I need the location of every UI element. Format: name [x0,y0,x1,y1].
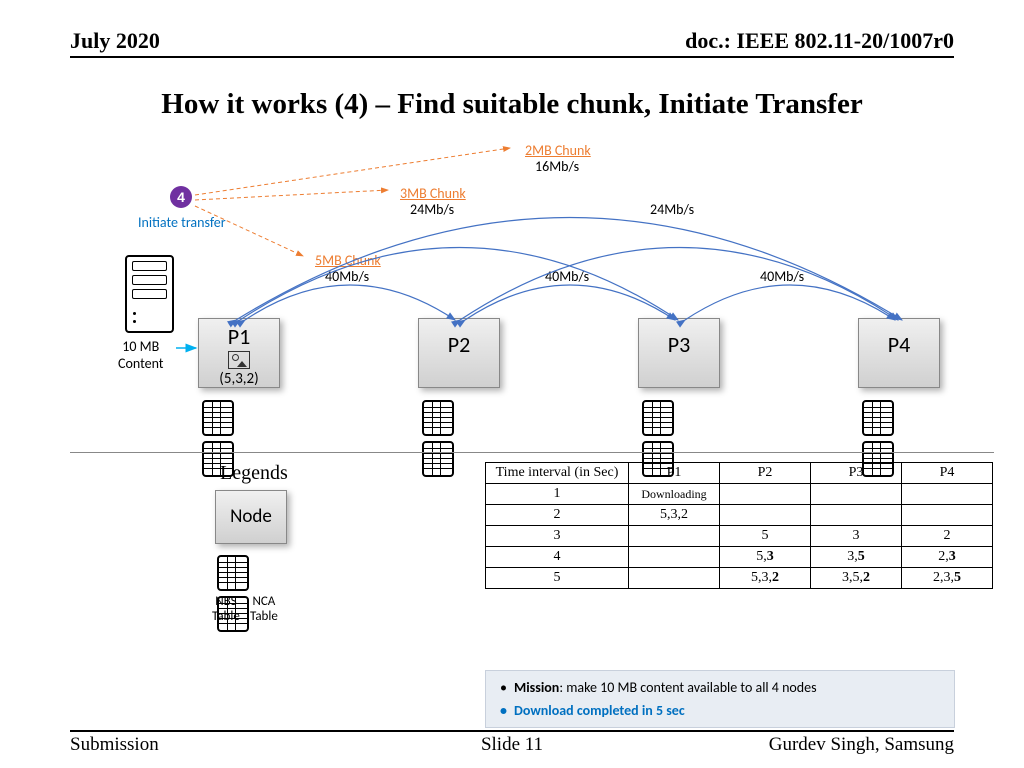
footer-right: Gurdev Singh, Samsung [769,734,954,756]
server-icon [125,255,174,333]
divider-1 [70,452,994,453]
rate-40-3: 40Mb/s [760,268,804,285]
p2-tables-icon [422,400,486,436]
chunk-3mb-rate: 24Mb/s [410,201,454,218]
node-p4: P4 [858,318,940,388]
node-p1-label: P1 [199,323,279,350]
node-p1: P1 (5,3,2) [198,318,280,388]
legend-nbs: NBS Table [212,594,240,624]
p4-tables-icon [862,400,926,436]
legend-node: Node [215,490,287,544]
rate-40-2: 40Mb/s [545,268,589,285]
node-p3: P3 [638,318,720,388]
chunk-3mb-label: 3MB Chunk [400,185,466,202]
content-label: 10 MB Content [118,338,164,372]
chunk-5mb-label: 5MB Chunk [315,252,381,269]
mission-label: Mission [514,679,559,696]
legend-nca: NCA Table [250,594,278,624]
image-icon [228,351,250,369]
p1-tables-icon [202,400,266,436]
mission-complete: Download completed in 5 sec [514,702,685,719]
chunk-2mb-rate: 16Mb/s [535,158,579,175]
header-date: July 2020 [70,28,160,53]
footer-left: Submission [70,734,159,755]
footer-line [70,730,954,732]
node-p1-tuple: (5,3,2) [199,370,279,388]
rate-24-2: 24Mb/s [650,201,694,218]
step-badge: 4 [170,186,192,208]
chunk-5mb-rate: 40Mb/s [325,268,369,285]
legends-title: Legends [220,462,288,485]
legend-tables-icon [217,555,281,591]
time-table: Time interval (in Sec)P1P2P3P4 1Download… [485,462,993,589]
step-label: Initiate transfer [138,214,226,231]
p3-tables-icon [642,400,706,436]
footer-center: Slide 11 [481,734,543,756]
slide-title: How it works (4) – Find suitable chunk, … [0,88,1024,121]
node-p2: P2 [418,318,500,388]
footer: Submission Slide 11 Gurdev Singh, Samsun… [70,734,954,756]
mission-box: •Mission: make 10 MB content available t… [485,670,955,728]
chunk-2mb-label: 2MB Chunk [525,142,591,159]
mission-text: : make 10 MB content available to all 4 … [559,679,816,696]
header: July 2020 doc.: IEEE 802.11-20/1007r0 [70,28,954,58]
header-doc: doc.: IEEE 802.11-20/1007r0 [685,28,954,54]
